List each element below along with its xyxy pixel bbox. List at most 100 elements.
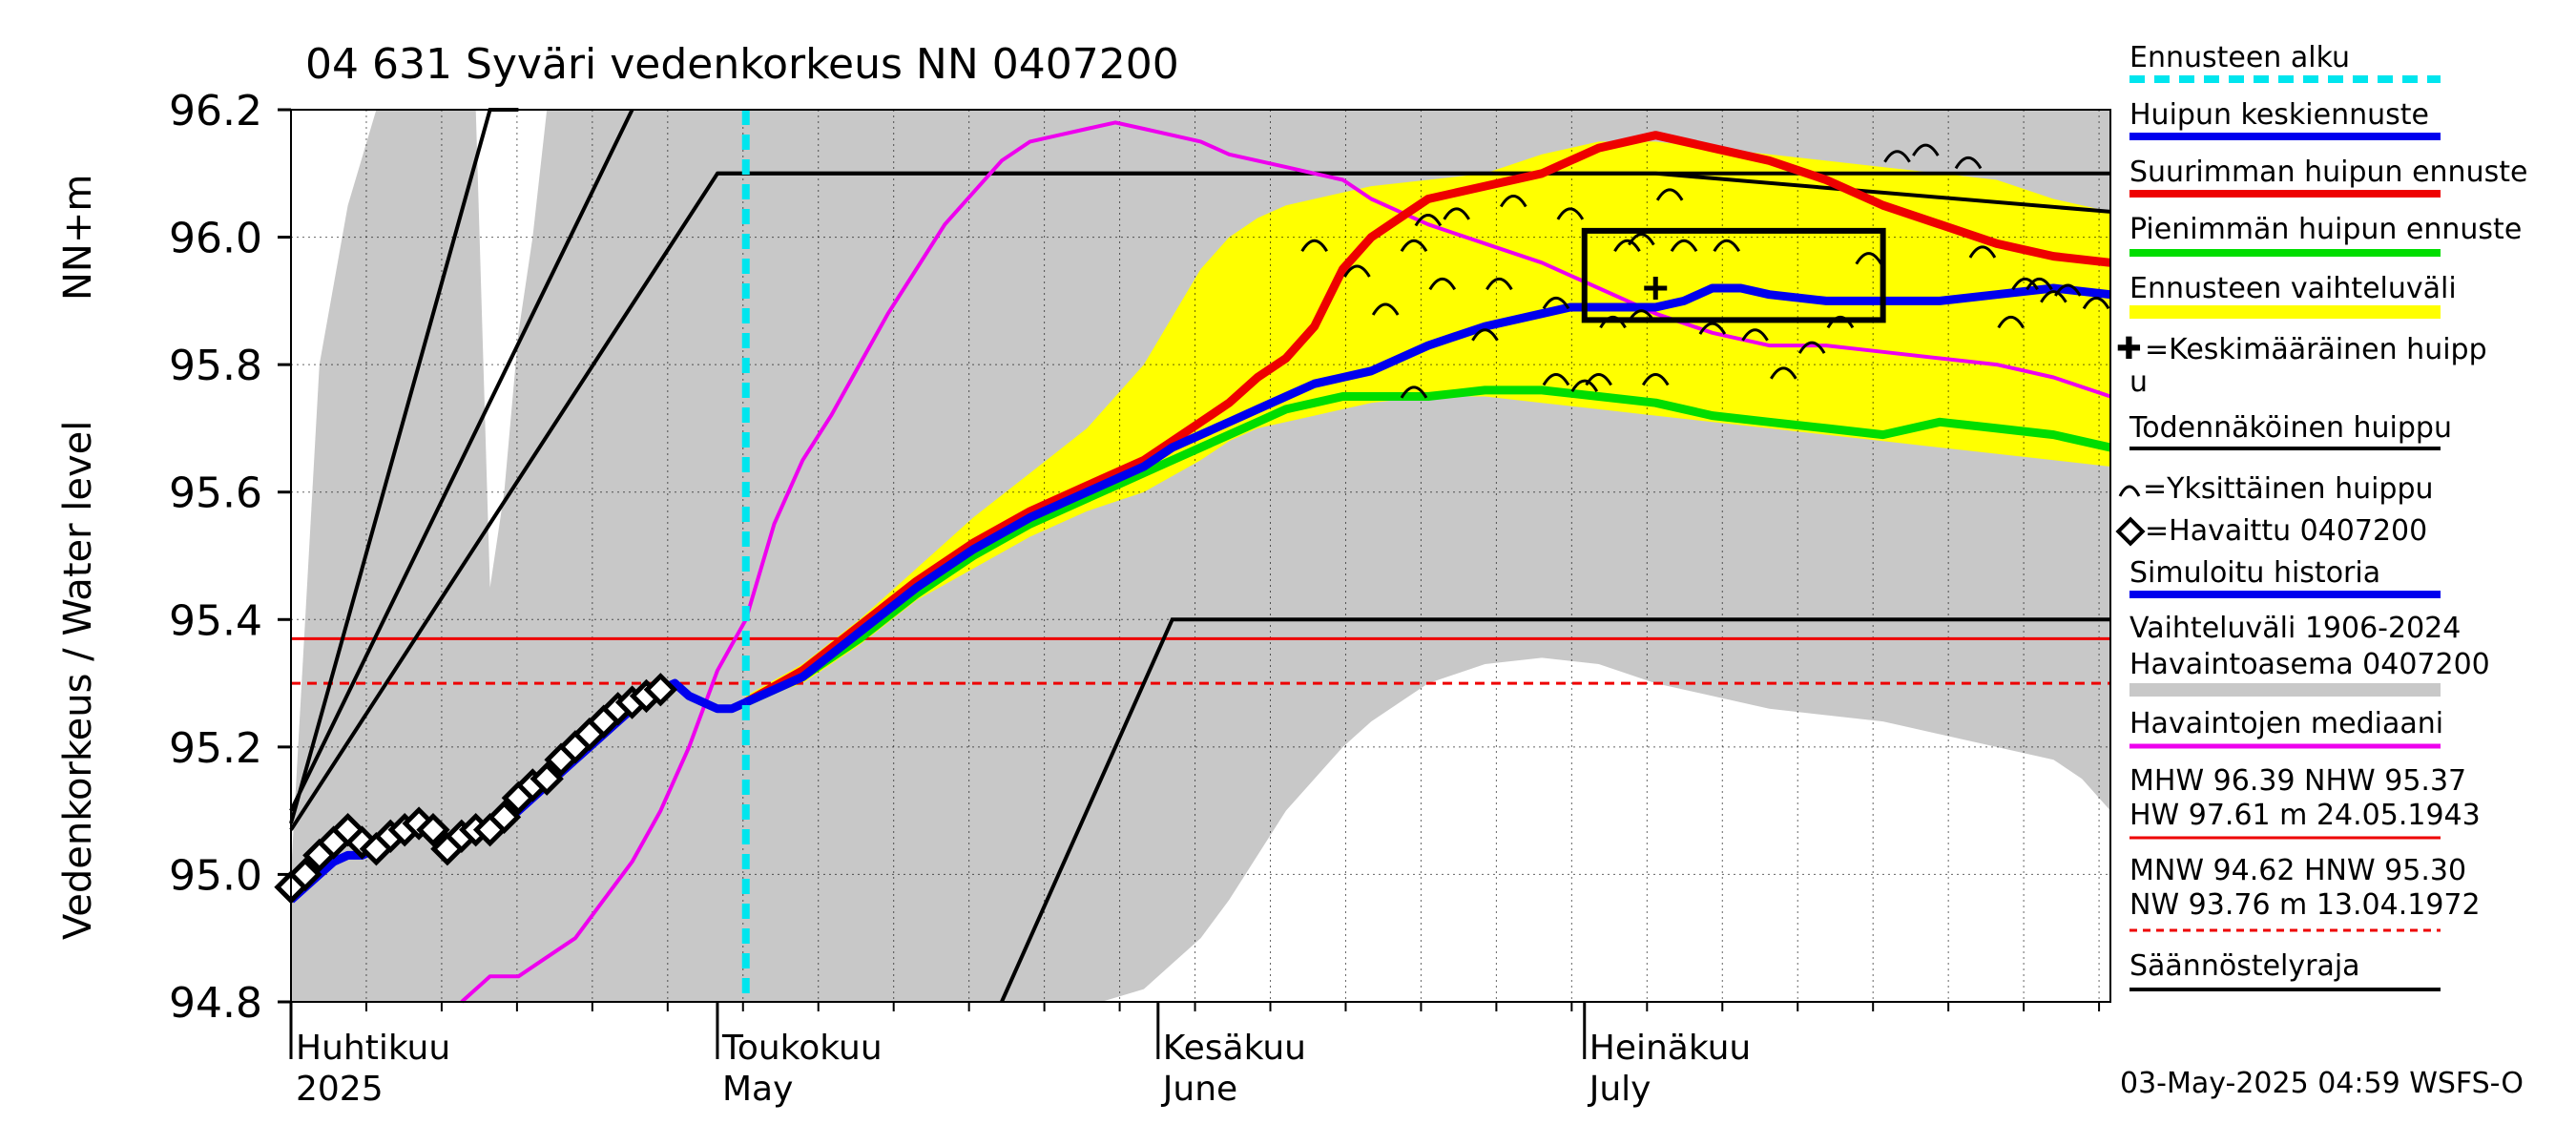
chart-title: 04 631 Syväri vedenkorkeus NN 0407200 [305, 40, 1179, 89]
peak-arc [1670, 239, 1698, 253]
y-tick-label: 95.2 [169, 724, 262, 773]
y-tick-label: 96.0 [169, 215, 262, 263]
y-tick-label: 96.2 [169, 87, 262, 135]
mean-peak-forecast-line [743, 283, 2111, 707]
peak-arc [1585, 373, 1612, 386]
y-tick-label: 95.6 [169, 469, 262, 518]
observed-point [416, 813, 450, 847]
peak-arc [1997, 315, 2025, 329]
peak-arc [1428, 277, 1457, 291]
peak-arc [1912, 143, 1940, 156]
x-month-sublabel: 2025 [296, 1070, 384, 1109]
peak-arc [2011, 277, 2039, 291]
peak-arc [1883, 150, 1911, 163]
peak-arc [1485, 277, 1513, 291]
legend-label-simulated-history: Simuloitu historia [2129, 556, 2380, 590]
legend-label-probable-peak: Todennäköinen huippu [2129, 411, 2452, 445]
legend-label-mean-peak-wrap: u [2129, 365, 2148, 399]
legend-label-mhw: MHW 96.39 NHW 95.37 [2129, 764, 2466, 798]
regulation-limit-line-1 [1000, 617, 2110, 1003]
peak-arc [1414, 214, 1443, 227]
peak-arc [2054, 283, 2082, 297]
peak-arc [1570, 379, 1599, 392]
observed-points [274, 673, 678, 905]
y-axis-label: Vedenkorkeus / Water level [56, 421, 100, 940]
x-month-label: Heinäkuu [1589, 1029, 1751, 1068]
peak-arc [1968, 245, 1997, 259]
footer-timestamp: 03-May-2025 04:59 WSFS-O [2120, 1067, 2524, 1100]
y-axis-unit: NN+m [56, 175, 100, 301]
y-tick-label: 95.4 [169, 596, 262, 645]
peak-arc [1855, 252, 1883, 265]
legend-label-observed: =Havaittu 0407200 [2145, 514, 2427, 548]
peak-arc [1542, 296, 1570, 310]
legend: Ennusteen alku Huipun keskiennuste Suuri… [2115, 41, 2527, 991]
probable-peak-box [1581, 227, 1886, 323]
history-range-gap-lower [1101, 657, 2110, 1002]
arc-icon [2118, 485, 2141, 497]
x-month-sublabel: June [1161, 1070, 1237, 1109]
peak-arc [1628, 233, 1655, 246]
peak-arc [1499, 195, 1527, 208]
peak-arc [1300, 239, 1328, 253]
history-range-gap-upper [291, 110, 717, 601]
peak-arc [1400, 385, 1428, 399]
legend-label-min-peak-forecast: Pienimmän huipun ennuste [2129, 213, 2522, 246]
peak-arc [1770, 366, 1797, 380]
y-tick-label: 95.8 [169, 342, 262, 390]
legend-label-hw: HW 97.61 m 24.05.1943 [2129, 799, 2481, 832]
x-month-label: Kesäkuu [1163, 1029, 1306, 1068]
peak-arc [1343, 264, 1371, 278]
probable-peak-line [717, 171, 2111, 214]
peak-arc [1556, 207, 1585, 220]
legend-swatch-history-range [2129, 683, 2441, 697]
forecast-range-band [745, 141, 2110, 703]
x-month-sublabel: July [1588, 1070, 1652, 1109]
individual-peaks [1300, 143, 2110, 399]
y-tick-label: 94.8 [169, 979, 262, 1028]
peak-arc [1713, 239, 1741, 253]
legend-label-regulation-limit: Säännöstelyraja [2129, 949, 2360, 983]
x-month-label: Huhtikuu [296, 1029, 450, 1068]
peak-arc [1641, 373, 1670, 386]
legend-label-history-range-station: Havaintoasema 0407200 [2129, 648, 2490, 681]
observed-point [487, 800, 522, 834]
peak-arc [2040, 290, 2067, 303]
legend-label-forecast-range: Ennusteen vaihteluväli [2129, 272, 2457, 305]
peak-arc [1542, 373, 1570, 386]
peak-arc [1741, 328, 1769, 342]
observed-point [643, 673, 678, 707]
mean-peak-marker [1644, 277, 1668, 300]
peak-arc [1471, 328, 1499, 342]
peak-arc [2025, 277, 2053, 291]
peak-arc [1655, 188, 1684, 201]
regulation-limit-line-3 [289, 109, 634, 812]
peak-arc [2082, 296, 2110, 310]
legend-label-mnw: MNW 94.62 HNW 95.30 [2129, 854, 2466, 887]
observed-point [288, 857, 322, 892]
peak-arc [1954, 156, 1983, 170]
peak-arc [1400, 239, 1428, 253]
legend-label-mean-peak-forecast: Huipun keskiennuste [2129, 98, 2429, 132]
legend-label-history-range: Vaihteluväli 1906-2024 [2129, 612, 2461, 645]
y-tick-label: 95.0 [169, 851, 262, 900]
peak-arc [1698, 322, 1727, 335]
plot-area: 94.8 95.0 95.2 95.4 95.6 95.8 96.0 96.2 Huhtikuu… [169, 87, 2111, 1109]
legend-label-nw: NW 93.76 m 13.04.1972 [2129, 888, 2481, 922]
legend-label-max-peak-forecast: Suurimman huipun ennuste [2129, 156, 2527, 189]
max-peak-forecast-line [743, 131, 2111, 707]
legend-label-observed-median: Havaintojen mediaani [2129, 707, 2443, 740]
x-month-sublabel: May [722, 1070, 793, 1109]
observed-point [530, 761, 564, 796]
peak-arc [1443, 207, 1470, 220]
peak-arc [1797, 341, 1826, 354]
diamond-icon [2115, 516, 2146, 547]
legend-label-forecast-start: Ennusteen alku [2129, 41, 2350, 74]
peak-arc [1371, 302, 1400, 316]
x-month-label: Toukokuu [721, 1029, 883, 1068]
min-peak-forecast-line [743, 385, 2111, 707]
legend-label-mean-peak: =Keskimääräinen huipp [2145, 333, 2487, 366]
legend-label-single-peak: =Yksittäinen huippu [2143, 472, 2434, 506]
peak-arc [1613, 239, 1641, 253]
